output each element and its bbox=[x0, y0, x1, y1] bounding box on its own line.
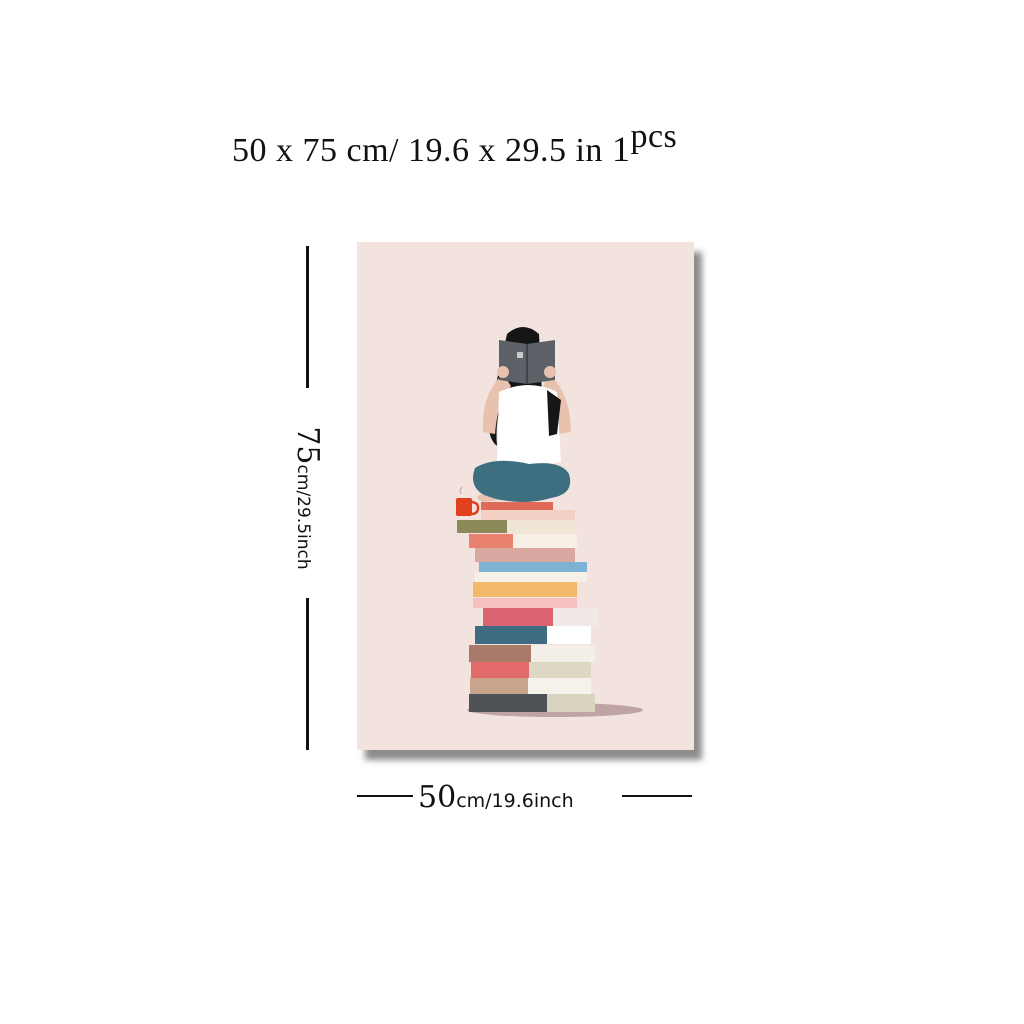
height-dimension-label: 75cm/29.5inch bbox=[287, 403, 327, 593]
width-dimension-label: 50cm/19.6inch bbox=[418, 778, 574, 818]
size-cm-text: 50 x 75 cm/ bbox=[232, 132, 399, 169]
woman-reading bbox=[473, 327, 571, 502]
height-dimension-line-bottom bbox=[306, 598, 309, 750]
width-dimension-line-right bbox=[622, 795, 692, 797]
book-stack bbox=[457, 502, 597, 712]
width-unit: cm/19.6inch bbox=[456, 790, 574, 812]
poster-canvas bbox=[357, 242, 694, 750]
quantity-unit: pcs bbox=[630, 118, 678, 155]
size-headline: 50 x 75 cm/ 19.6 x 29.5 in 1pcs bbox=[232, 118, 677, 180]
height-number: 75 bbox=[290, 426, 325, 465]
poster-illustration bbox=[456, 327, 643, 717]
size-in-text: 19.6 x 29.5 in bbox=[407, 132, 603, 169]
quantity-number: 1 bbox=[611, 129, 631, 169]
height-unit: cm/29.5inch bbox=[293, 464, 313, 570]
mug bbox=[456, 486, 480, 516]
height-dimension-line-top bbox=[306, 246, 309, 388]
width-dimension-line-left bbox=[357, 795, 413, 797]
width-number: 50 bbox=[418, 780, 457, 815]
